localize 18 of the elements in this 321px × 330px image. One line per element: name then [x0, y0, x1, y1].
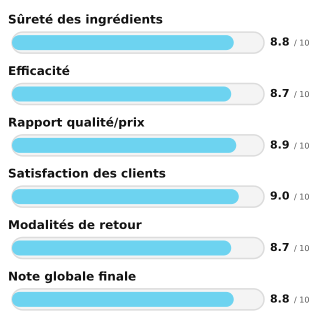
y-tick-label: Sûreté des ingrédients — [8, 12, 163, 27]
text: / 10 — [294, 38, 310, 48]
y-tick-label: Rapport qualité/prix — [8, 115, 145, 130]
text: / 10 — [294, 90, 310, 99]
text: / 10 — [294, 141, 310, 150]
text: / 10 — [294, 244, 310, 253]
y-tick-label: Note globale finale — [8, 269, 136, 284]
text: / 10 — [294, 295, 310, 304]
data-label: 8.8 — [270, 36, 290, 49]
data-label: 8.7 — [270, 87, 290, 100]
y-tick-label: Modalités de retour — [8, 218, 142, 232]
data-label: 8.8 — [270, 292, 290, 306]
data-label: 9.0 — [270, 190, 290, 203]
y-tick-label: Satisfaction des clients — [8, 166, 166, 181]
text: / 10 — [294, 192, 310, 202]
data-label: 8.7 — [270, 241, 290, 254]
data-label: 8.9 — [270, 138, 290, 152]
y-tick-label: Efficacité — [8, 64, 70, 78]
